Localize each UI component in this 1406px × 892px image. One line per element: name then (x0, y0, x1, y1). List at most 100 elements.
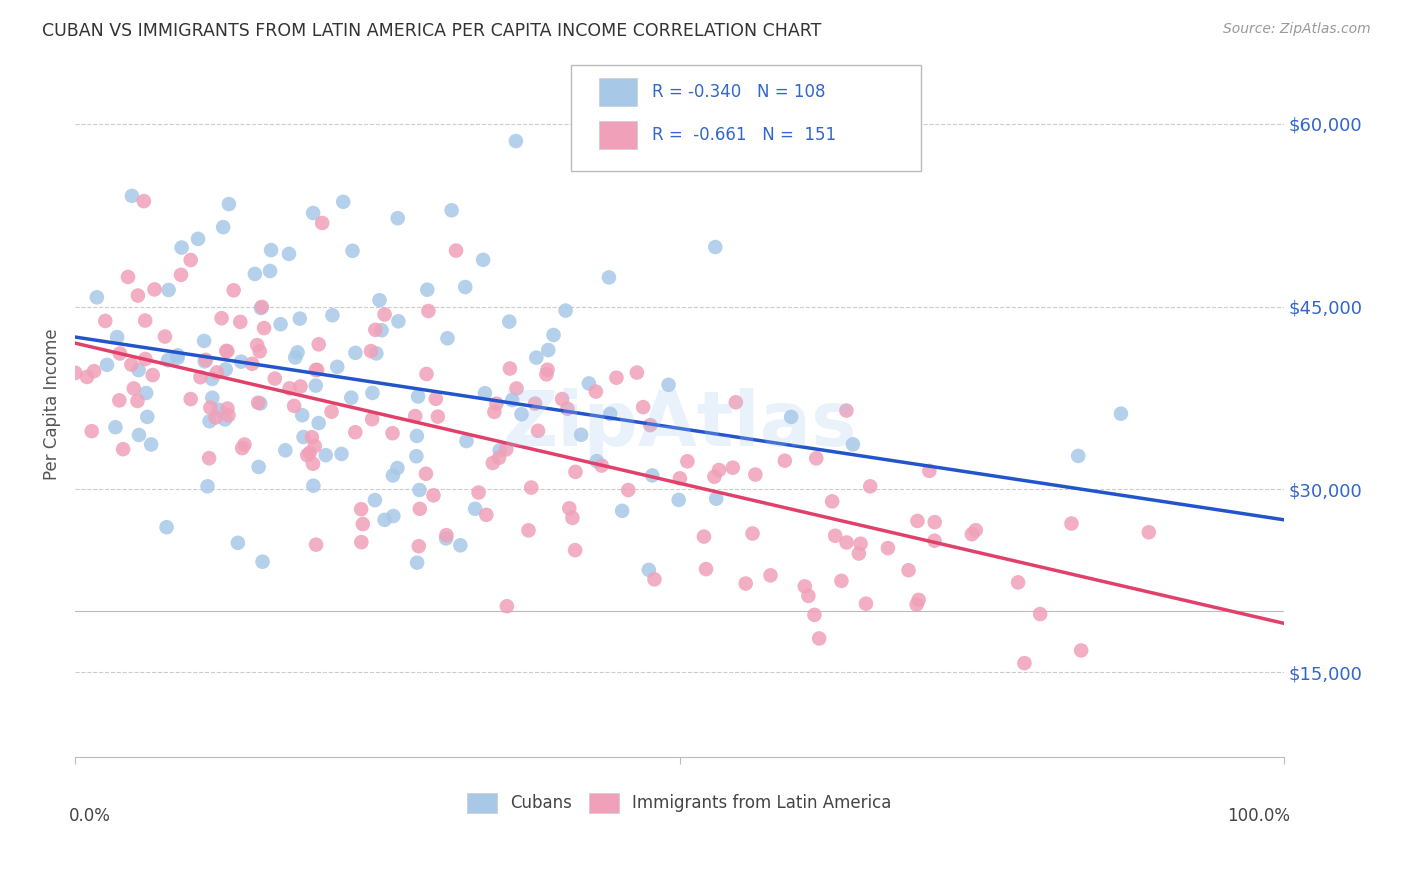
Point (288, 311, 311, 326)
Point (537, 343, 560, 357)
Point (217, 344, 239, 359)
Point (897, 563, 920, 577)
Point (194, 354, 217, 368)
Point (135, 386, 157, 401)
Point (520, 481, 543, 495)
Point (474, 386, 496, 401)
Point (536, 368, 558, 382)
Text: 0.0%: 0.0% (69, 807, 111, 825)
Point (517, 524, 540, 538)
Point (127, 288, 149, 302)
Point (498, 315, 520, 329)
Point (676, 454, 699, 468)
Point (260, 243, 283, 257)
Point (610, 504, 633, 518)
Point (485, 396, 508, 410)
Point (773, 453, 796, 467)
Point (1007, 575, 1029, 590)
Point (134, 351, 156, 366)
Point (759, 568, 782, 582)
Point (426, 409, 449, 424)
Point (134, 313, 156, 327)
Point (120, 358, 142, 372)
Point (965, 523, 987, 537)
Point (263, 371, 285, 385)
Point (408, 539, 430, 553)
Point (591, 458, 613, 473)
Point (201, 391, 224, 405)
Point (157, 353, 180, 368)
Point (456, 434, 478, 448)
Point (449, 538, 471, 552)
Point (505, 134, 527, 148)
Text: CUBAN VS IMMIGRANTS FROM LATIN AMERICA PER CAPITA INCOME CORRELATION CHART: CUBAN VS IMMIGRANTS FROM LATIN AMERICA P… (42, 22, 821, 40)
Text: R =  -0.661   N =  151: R = -0.661 N = 151 (652, 127, 835, 145)
Point (252, 555, 274, 569)
Point (364, 323, 387, 337)
Point (387, 461, 409, 475)
Point (464, 501, 486, 516)
Point (121, 189, 143, 203)
Point (215, 343, 238, 358)
Point (409, 501, 432, 516)
Point (848, 547, 870, 561)
Point (744, 467, 766, 482)
Point (499, 361, 522, 376)
Point (637, 563, 659, 577)
Point (387, 211, 409, 226)
Point (1029, 607, 1052, 621)
Point (344, 346, 367, 360)
Point (117, 269, 139, 284)
Point (308, 416, 330, 430)
Point (436, 331, 458, 345)
Point (488, 443, 510, 458)
Point (406, 556, 429, 570)
Point (1137, 525, 1160, 540)
Point (128, 363, 150, 377)
Point (155, 520, 177, 534)
Point (304, 439, 326, 453)
Point (197, 479, 219, 493)
Point (247, 459, 270, 474)
Point (233, 437, 256, 451)
Point (416, 283, 439, 297)
Point (554, 303, 576, 318)
Point (440, 203, 463, 218)
Point (585, 454, 607, 468)
Point (215, 362, 238, 376)
Point (136, 409, 159, 424)
Point (194, 352, 217, 367)
Point (340, 391, 363, 405)
Point (707, 463, 730, 477)
Point (418, 304, 440, 318)
Point (510, 407, 533, 421)
Legend: Cubans, Immigrants from Latin America: Cubans, Immigrants from Latin America (461, 786, 898, 820)
Point (344, 425, 367, 440)
Point (321, 405, 343, 419)
Point (364, 493, 387, 508)
Point (617, 483, 640, 497)
Point (128, 428, 150, 442)
Point (408, 483, 430, 497)
Point (302, 457, 325, 471)
Point (454, 280, 477, 294)
Point (240, 357, 263, 371)
Point (284, 351, 307, 365)
Point (849, 537, 872, 551)
Point (226, 536, 249, 550)
Point (907, 593, 929, 607)
Point (495, 599, 517, 614)
Point (212, 220, 235, 235)
Point (370, 323, 392, 337)
Point (247, 396, 270, 410)
Point (444, 244, 467, 258)
Point (253, 321, 276, 335)
Point (315, 448, 337, 462)
Point (404, 409, 426, 424)
Point (472, 252, 495, 267)
Point (332, 194, 354, 209)
Point (270, 317, 292, 331)
Point (830, 574, 852, 588)
Point (108, 346, 131, 360)
Point (302, 478, 325, 492)
